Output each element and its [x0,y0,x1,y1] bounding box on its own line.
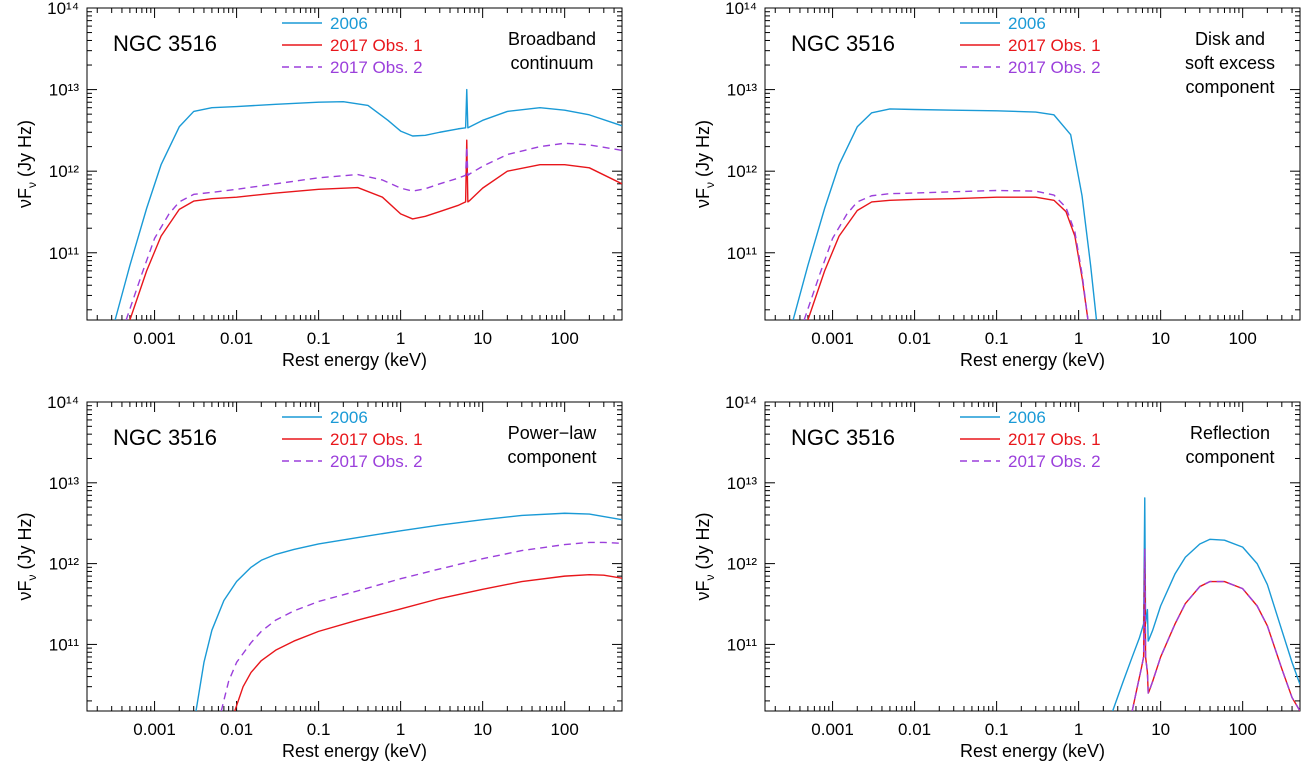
x-tick-label: 100 [1228,720,1256,739]
y-tick-label: 10¹¹ [727,244,758,263]
x-axis-label: Rest energy (keV) [282,350,427,370]
x-tick-label: 0.1 [307,720,331,739]
series-line-2017-obs-2 [125,142,622,320]
x-tick-label: 0.01 [898,720,931,739]
curves [114,88,622,320]
panel-label: Disk and [1195,29,1265,49]
object-label: NGC 3516 [113,425,217,450]
series-line-2006 [1112,497,1300,711]
series-line-2006 [114,88,622,320]
panel-label: Power−law [508,423,598,443]
chart-panel-2: 0.001 0.01 0.1 1 10 100 10¹¹ 10¹² 10¹³ 10¹⁴ Rest e… [693,0,1301,370]
panel-label: component [507,447,596,467]
y-tick-label: 10¹² [727,555,758,574]
x-tick-label: 0.1 [985,720,1009,739]
y-tick-label: 10¹³ [49,81,80,100]
panel-label: Broadband [508,29,596,49]
x-tick-label: 100 [550,720,578,739]
y-tick-label: 10¹³ [727,474,758,493]
object-label: NGC 3516 [791,425,895,450]
x-tick-label: 100 [550,329,578,348]
y-tick-label: 10¹¹ [49,635,80,654]
legend-label: 2017 Obs. 2 [1008,452,1101,471]
x-tick-label: 0.001 [133,720,176,739]
x-tick-label: 1 [1074,329,1083,348]
series-line-2017-obs-2 [1131,548,1300,711]
y-tick-label: 10¹⁴ [47,0,79,18]
x-tick-label: 0.001 [133,329,176,348]
y-tick-label: 10¹¹ [49,244,80,263]
y-axis-label: νFν (Jy Hz) [693,513,717,601]
y-tick-label: 10¹² [727,162,758,181]
plot-frame [764,7,1301,321]
x-tick-label: 0.001 [811,329,854,348]
x-tick-label: 1 [396,720,405,739]
y-axis-label: νFν (Jy Hz) [15,513,39,601]
x-tick-label: 1 [396,329,405,348]
y-tick-label: 10¹² [49,162,80,181]
legend-label: 2017 Obs. 1 [330,430,423,449]
y-tick-label: 10¹³ [727,81,758,100]
x-axis-label: Rest energy (keV) [960,350,1105,370]
x-tick-label: 0.001 [811,720,854,739]
legend-label: 2006 [330,408,368,427]
object-label: NGC 3516 [791,31,895,56]
legend-label: 2006 [330,14,368,33]
y-tick-label: 10¹⁴ [725,0,757,18]
y-tick-label: 10¹⁴ [47,393,79,412]
curves [195,512,622,711]
legend-label: 2006 [1008,14,1046,33]
legend-label: 2017 Obs. 2 [330,452,423,471]
y-tick-label: 10¹¹ [727,635,758,654]
x-tick-label: 10 [473,720,492,739]
y-axis-label: νFν (Jy Hz) [15,120,39,208]
panel-label: component [1185,447,1274,467]
y-axis-label: νFν (Jy Hz) [693,120,717,208]
series-line-2017-obs-1 [129,139,622,320]
panel-label: component [1185,77,1274,97]
series-line-2017-obs-1 [234,573,622,711]
legend-label: 2017 Obs. 1 [1008,430,1101,449]
series-line-2017-obs-2 [803,189,1089,320]
plot-frame [86,7,623,321]
legend-label: 2017 Obs. 1 [1008,36,1101,55]
series-line-2017-obs-2 [220,541,622,711]
x-tick-label: 0.01 [898,329,931,348]
object-label: NGC 3516 [113,31,217,56]
curves [1112,497,1300,711]
chart-panel-3: 0.001 0.01 0.1 1 10 100 10¹¹ 10¹² 10¹³ 10¹⁴ Rest e… [15,393,623,761]
plot-frame [86,401,623,712]
x-tick-label: 0.1 [307,329,331,348]
x-tick-label: 0.01 [220,329,253,348]
y-tick-label: 10¹² [49,555,80,574]
series-line-2006 [792,108,1098,320]
legend-label: 2017 Obs. 2 [330,58,423,77]
x-tick-label: 10 [1151,720,1170,739]
x-tick-label: 10 [473,329,492,348]
y-tick-label: 10¹⁴ [725,393,757,412]
legend-label: 2017 Obs. 1 [330,36,423,55]
legend-label: 2017 Obs. 2 [1008,58,1101,77]
plot-frame [764,401,1301,712]
series-line-2017-obs-1 [1131,548,1300,711]
x-tick-label: 100 [1228,329,1256,348]
panel-label: soft excess [1185,53,1275,73]
series-line-2017-obs-1 [807,196,1089,320]
panel-label: continuum [510,53,593,73]
x-tick-label: 10 [1151,329,1170,348]
x-tick-label: 0.1 [985,329,1009,348]
panel-label: Reflection [1190,423,1270,443]
x-axis-label: Rest energy (keV) [282,741,427,761]
x-tick-label: 0.01 [220,720,253,739]
x-axis-label: Rest energy (keV) [960,741,1105,761]
series-line-2006 [195,512,622,711]
y-tick-label: 10¹³ [49,474,80,493]
x-tick-label: 1 [1074,720,1083,739]
chart-panel-1: 0.001 0.01 0.1 1 10 100 10¹¹ 10¹² 10¹³ 10¹⁴ Rest e… [15,0,623,370]
legend-label: 2006 [1008,408,1046,427]
curves [792,108,1098,320]
chart-panel-4: 0.001 0.01 0.1 1 10 100 10¹¹ 10¹² 10¹³ 10¹⁴ Rest e… [693,393,1301,761]
